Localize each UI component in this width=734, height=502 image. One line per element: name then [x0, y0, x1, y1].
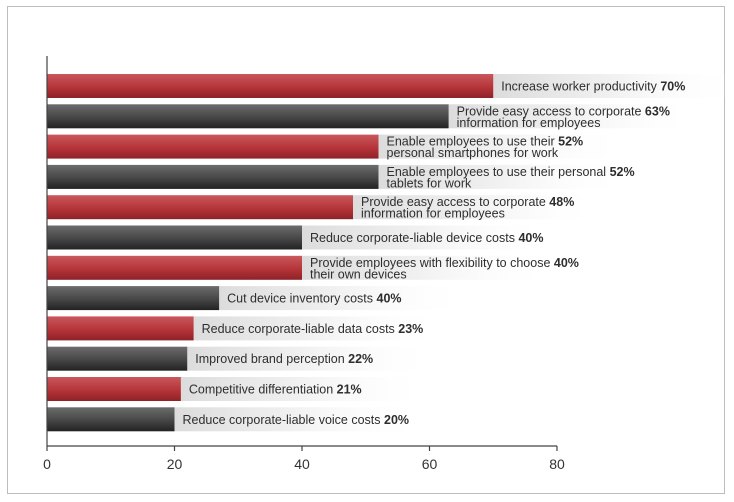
- bar: [47, 74, 494, 98]
- bar-category-label: Competitive differentiation 21%: [189, 383, 362, 397]
- bar-label-background: [302, 225, 552, 250]
- bar-category-label: Improved brand perception 22%: [195, 352, 373, 366]
- bar-category-label: Enable employees to use their personal 5…: [387, 165, 635, 179]
- bar: [47, 104, 449, 129]
- bar-value-label: 40%: [377, 292, 402, 306]
- bar-label-background: [193, 316, 444, 341]
- bar-value-label: 21%: [337, 383, 362, 397]
- bar-label-background: [219, 286, 470, 311]
- x-tick-label: 0: [43, 456, 51, 472]
- bar-category-label: information for employees: [361, 207, 505, 221]
- bar-label-background: [174, 407, 425, 432]
- bar-category-label: Increase worker productivity 70%: [501, 80, 685, 94]
- bar: [47, 134, 379, 159]
- bar: [47, 407, 175, 432]
- bar-label-background: [302, 255, 552, 280]
- bar-category-label: information for employees: [457, 116, 601, 130]
- bar-value-label: 52%: [558, 135, 583, 149]
- bar: [47, 225, 302, 250]
- bar-category-label: personal smartphones for work: [387, 146, 559, 160]
- bar-category-label: Enable employees to use their 52%: [387, 135, 584, 149]
- bar-label-background: [378, 164, 629, 189]
- bar: [47, 286, 220, 311]
- bar-label-background: [448, 104, 699, 129]
- bar: [47, 346, 188, 371]
- x-tick-label: 40: [294, 456, 310, 472]
- bar-label-background: [187, 346, 438, 371]
- bar-value-label: 22%: [348, 352, 373, 366]
- x-tick-label: 20: [167, 456, 183, 472]
- bar-category-label: Provide easy access to corporate 63%: [457, 104, 670, 118]
- bar-category-label: Provide employees with flexibility to ch…: [310, 256, 579, 270]
- bar-category-label: Reduce corporate-liable voice costs 20%: [183, 413, 410, 427]
- bar: [47, 195, 353, 220]
- bar-category-label: Provide easy access to corporate 48%: [361, 195, 574, 209]
- bar-label-background: [378, 134, 629, 159]
- bar-value-label: 70%: [660, 80, 685, 94]
- bar: [47, 164, 379, 189]
- bar-value-label: 40%: [554, 256, 579, 270]
- bar: [47, 255, 302, 280]
- bar-value-label: 23%: [398, 322, 423, 336]
- bar-value-label: 52%: [610, 165, 635, 179]
- bar-category-label: tablets for work: [387, 176, 473, 190]
- bar-value-label: 48%: [549, 195, 574, 209]
- bar-category-label: Reduce corporate-liable device costs 40%: [310, 231, 543, 245]
- bar: [47, 377, 181, 401]
- bar-label-background: [493, 74, 734, 98]
- bar-value-label: 63%: [645, 104, 670, 118]
- bar-category-label: Reduce corporate-liable data costs 23%: [202, 322, 424, 336]
- bar: [47, 316, 194, 341]
- bar-value-label: 20%: [384, 413, 409, 427]
- bar-value-label: 40%: [518, 231, 543, 245]
- x-tick-label: 80: [549, 456, 565, 472]
- bar-label-background: [353, 195, 603, 220]
- bar-category-label: Cut device inventory costs 40%: [227, 292, 401, 306]
- x-tick-label: 60: [422, 456, 438, 472]
- bar-label-background: [180, 377, 431, 401]
- bar-category-label: their own devices: [310, 267, 407, 281]
